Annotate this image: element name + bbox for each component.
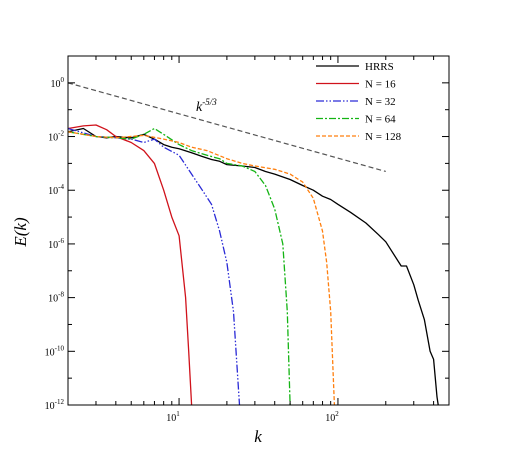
series-line-3: [68, 127, 291, 405]
y-tick-label: 10-4: [48, 183, 64, 197]
y-tick-label: 10-10: [45, 344, 65, 358]
series-layer: [68, 124, 439, 405]
legend-label-0: HRRS: [365, 61, 394, 73]
y-tick-label: 10-2: [48, 130, 64, 144]
series-line-4: [68, 131, 336, 405]
tick-layer: 101 102 100 10-2 10-4 10-6 10-8 10-10 10-12: [45, 55, 450, 424]
legend-label-2: N = 32: [365, 96, 396, 108]
series-line-1: [68, 124, 193, 405]
series-line-2: [68, 127, 241, 405]
x-tick-label: 101: [166, 410, 180, 424]
slope-annotation-base: k: [196, 100, 203, 115]
y-tick-label: 10-8: [48, 291, 64, 305]
x-tick-label: 102: [325, 410, 339, 424]
legend: HRRS N = 16 N = 32 N = 64 N = 128: [316, 61, 402, 143]
y-tick-label: 100: [51, 76, 65, 90]
reference-line-layer: [68, 82, 386, 173]
slope-annotation: k-5/3: [196, 97, 217, 115]
y-tick-label: 10-6: [48, 237, 64, 251]
legend-label-1: N = 16: [365, 79, 396, 91]
legend-label-3: N = 64: [365, 114, 396, 126]
k-5-3-reference-line: [68, 82, 386, 173]
plot-frame: [67, 55, 450, 406]
y-axis-title: E(k): [11, 217, 30, 248]
slope-annotation-exponent: -5/3: [202, 97, 217, 107]
y-tick-label: 10-12: [45, 398, 65, 412]
x-axis-title: k: [254, 427, 262, 446]
legend-label-4: N = 128: [365, 131, 402, 143]
